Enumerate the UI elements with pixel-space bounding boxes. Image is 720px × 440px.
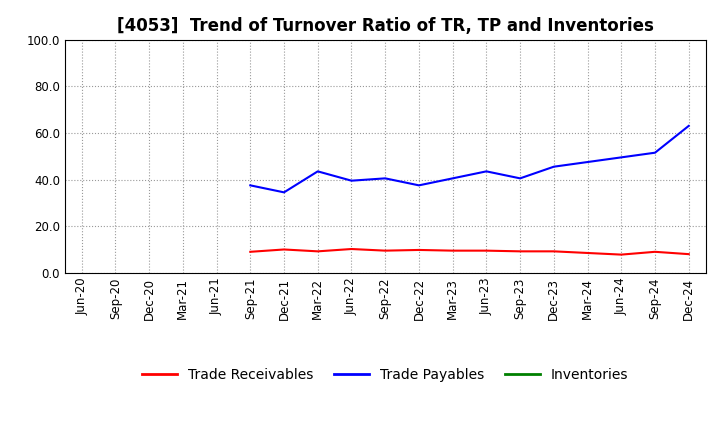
Legend: Trade Receivables, Trade Payables, Inventories: Trade Receivables, Trade Payables, Inven… <box>137 362 634 387</box>
Title: [4053]  Trend of Turnover Ratio of TR, TP and Inventories: [4053] Trend of Turnover Ratio of TR, TP… <box>117 17 654 35</box>
